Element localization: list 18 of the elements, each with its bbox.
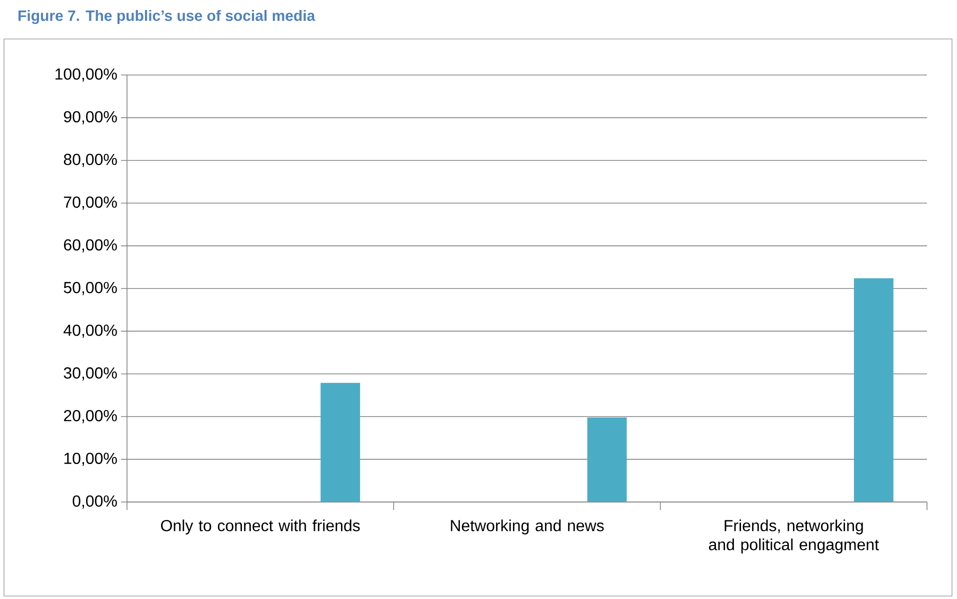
bar [587, 417, 627, 502]
y-tick-label: 80,00% [64, 154, 117, 167]
y-tick-label: 0,00% [72, 495, 117, 509]
bar [320, 382, 360, 502]
x-tick-label: Friends, networking and political engagment [708, 520, 879, 554]
y-tick-label: 40,00% [64, 324, 117, 338]
bar [854, 278, 894, 502]
y-tick-label: 100,00% [56, 68, 117, 82]
y-tick-label: 70,00% [64, 196, 117, 210]
y-tick-label: 50,00% [64, 282, 117, 296]
x-tick-label: Networking and news [450, 520, 604, 534]
y-tick-label: 30,00% [64, 367, 117, 380]
y-tick-label: 10,00% [64, 452, 117, 466]
x-tick-label: Only to connect with friends [161, 520, 360, 534]
y-tick-label: 90,00% [64, 111, 117, 124]
y-tick-label: 60,00% [64, 239, 117, 252]
y-tick-label: 20,00% [64, 410, 117, 424]
chart-title: Figure 7. The public’s use of social media [18, 10, 316, 24]
